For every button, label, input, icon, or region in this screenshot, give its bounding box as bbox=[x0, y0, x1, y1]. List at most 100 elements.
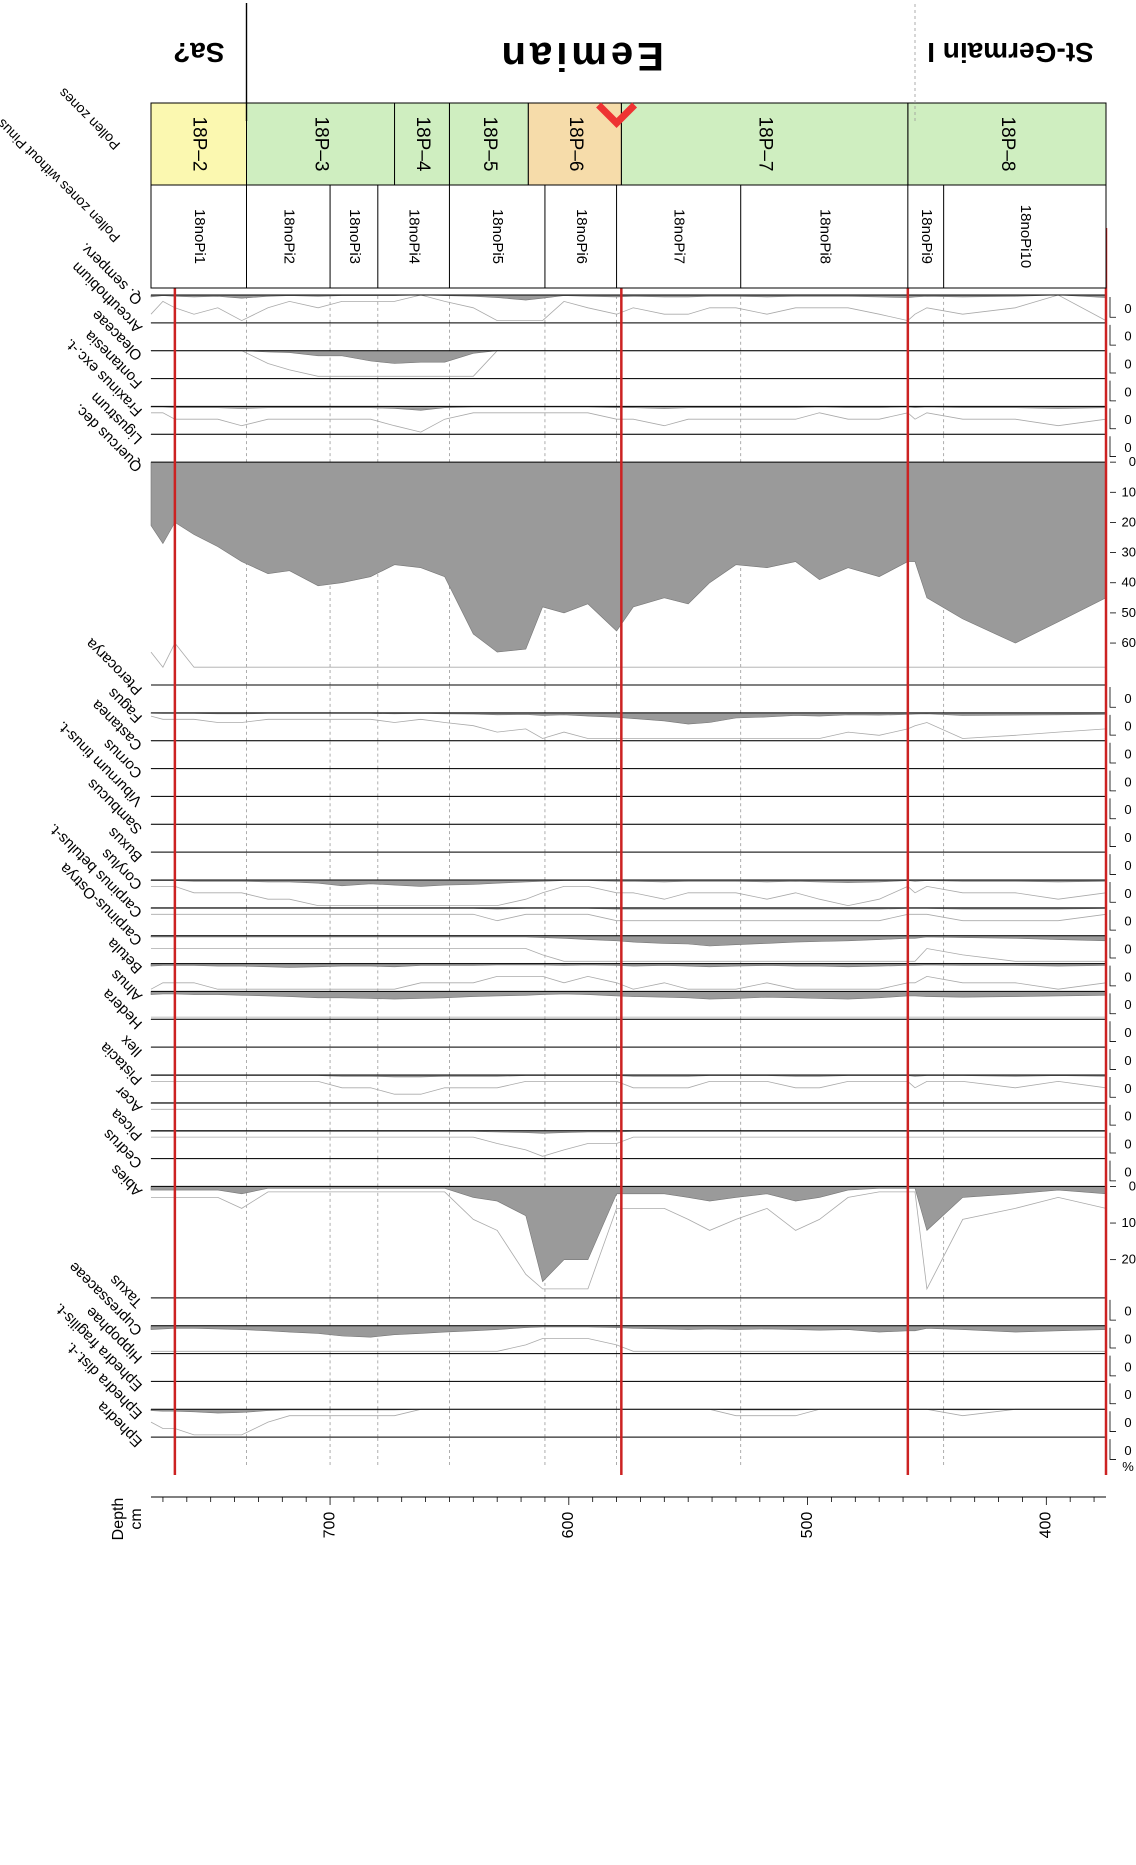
area-corylus bbox=[150, 879, 1107, 887]
nopinus-frame bbox=[150, 184, 1107, 289]
tick-label: 10 bbox=[1122, 1215, 1136, 1230]
area-fagus bbox=[150, 712, 1107, 725]
tick bbox=[1109, 937, 1116, 959]
stage-label: Eemian bbox=[498, 34, 664, 78]
tick bbox=[1109, 408, 1116, 430]
tick-label: 0 bbox=[1124, 356, 1131, 371]
exaggeration-corylus bbox=[151, 885, 1107, 907]
tick-label: 20 bbox=[1122, 1252, 1136, 1267]
tick-label: 0 bbox=[1124, 1331, 1131, 1346]
tick bbox=[1109, 1327, 1116, 1349]
tick-label: 0 bbox=[1124, 412, 1131, 427]
exaggeration-carpinus-ostrya bbox=[151, 948, 1106, 962]
tick bbox=[1109, 1411, 1116, 1432]
tick-label: 0 bbox=[1124, 384, 1131, 399]
depth-tick-label: 400 bbox=[1038, 1512, 1055, 1539]
exaggeration-betula bbox=[150, 975, 1107, 990]
tick bbox=[1109, 1383, 1116, 1405]
tick bbox=[1109, 742, 1116, 764]
tick bbox=[1109, 1132, 1116, 1154]
tick bbox=[1109, 687, 1116, 708]
pollen-zones: 18P–8 18P–7 18P–6 18P–5 18P–4 18P–3 18P–2 Polle… bbox=[55, 85, 1107, 186]
nopinus-zone-label: 18noPi2 bbox=[280, 209, 297, 264]
tick-label: 0 bbox=[1124, 830, 1131, 845]
area-alnus bbox=[150, 991, 1107, 1000]
tick-label: 0 bbox=[1124, 1304, 1131, 1319]
tick-label: 0 bbox=[1124, 886, 1131, 901]
nopinus-zone-label: 18noPi1 bbox=[191, 209, 208, 264]
pollen-zone-label: 18P–4 bbox=[412, 117, 433, 172]
tick bbox=[1109, 1049, 1116, 1070]
exaggeration-fagus bbox=[150, 715, 1107, 739]
tick-label: 40 bbox=[1122, 575, 1136, 590]
nopinus-zones: 18noPi10 18noPi9 18noPi8 18noPi7 18noPi6 18no… bbox=[0, 116, 1107, 289]
area-q-semperv bbox=[150, 294, 1107, 301]
nopinus-zone-label: 18noPi9 bbox=[918, 209, 935, 264]
tick bbox=[1109, 297, 1116, 318]
pollen-zone-box bbox=[394, 102, 450, 186]
exaggeration-quercus-dec bbox=[150, 642, 1106, 668]
tick-label: 50 bbox=[1122, 605, 1136, 620]
nopinus-zone-label: 18noPi6 bbox=[573, 209, 590, 264]
nopinus-zone-label: 18noPi3 bbox=[346, 209, 363, 264]
tick bbox=[1109, 1160, 1116, 1182]
unit-label: % bbox=[1122, 1459, 1134, 1474]
tick-label: 0 bbox=[1124, 1109, 1131, 1124]
tick-label: 0 bbox=[1129, 1178, 1136, 1193]
tick bbox=[1109, 909, 1116, 931]
tick bbox=[1109, 714, 1116, 736]
tick bbox=[1109, 324, 1116, 346]
tick bbox=[1109, 1077, 1116, 1098]
tick-label: 0 bbox=[1124, 914, 1131, 929]
pollen-zone-box bbox=[620, 102, 909, 186]
exaggeration-ephedra-dist-t bbox=[150, 1408, 1106, 1436]
exaggeration-oleaceae bbox=[151, 350, 1106, 377]
tick-label: 0 bbox=[1124, 746, 1131, 761]
nopinus-zone-label: 18noPi10 bbox=[1017, 205, 1034, 268]
tick-label: 0 bbox=[1124, 301, 1131, 316]
tick-label: 20 bbox=[1122, 514, 1136, 529]
tick-label: 0 bbox=[1124, 802, 1131, 817]
pollen-zone-box bbox=[150, 102, 247, 186]
tick-label: 0 bbox=[1124, 1164, 1131, 1179]
area-picea bbox=[150, 1130, 1107, 1134]
tick-label: 0 bbox=[1124, 1387, 1131, 1402]
area-abies bbox=[150, 1186, 1107, 1283]
tick bbox=[1109, 436, 1116, 457]
tick bbox=[1109, 380, 1116, 402]
tick-label: 0 bbox=[1124, 1025, 1131, 1040]
eemian-start-marker bbox=[596, 102, 638, 128]
exaggeration-pistacia bbox=[151, 1080, 1107, 1095]
nopinus-zone-label: 18noPi7 bbox=[671, 209, 688, 264]
tick-label: 0 bbox=[1124, 1053, 1131, 1068]
exaggeration-abies bbox=[151, 1191, 1107, 1291]
pollen-zone-label: 18P–3 bbox=[310, 117, 331, 172]
tick bbox=[1109, 1355, 1116, 1377]
tick-label: 0 bbox=[1124, 1415, 1131, 1430]
depth-tick-label: 500 bbox=[799, 1512, 816, 1539]
nopinus-zone-label: 18noPi4 bbox=[406, 209, 423, 264]
tick-label: 0 bbox=[1124, 858, 1131, 873]
tick-label: 30 bbox=[1122, 545, 1136, 560]
pollen-zone-box bbox=[246, 102, 396, 186]
tick bbox=[1109, 1299, 1116, 1321]
exaggeration-picea bbox=[151, 1136, 1106, 1157]
